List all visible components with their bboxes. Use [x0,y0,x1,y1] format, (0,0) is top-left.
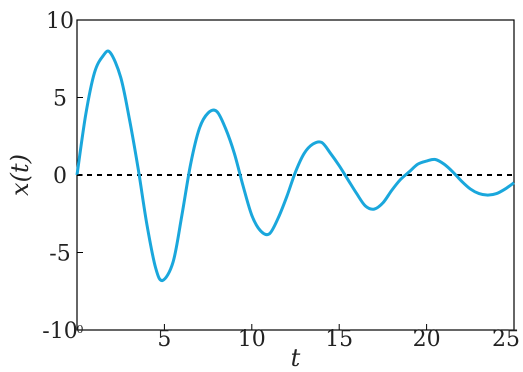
x-tick-label: 25 [492,327,520,352]
y-axis-label: x(t) [6,154,34,196]
x-axis-label: t [291,344,301,372]
y-tick-label: -5 [49,242,70,267]
x-tick-label: 0 [77,323,84,336]
y-tick-label: -10 [42,319,77,344]
x-tick-label: 10 [238,327,266,352]
x-tick-group: 0 5 10 15 20 25 [77,323,521,352]
y-tick-label: 10 [46,9,74,34]
x-tick-label: 15 [325,327,353,352]
x-tick-label: 20 [413,327,441,352]
y-tick-group: 10 5 0 -5 -10 [42,9,83,344]
x-tick-label: 5 [157,327,171,352]
y-tick-label: 0 [53,164,67,189]
series-line [75,49,515,283]
y-tick-label: 5 [53,87,67,112]
